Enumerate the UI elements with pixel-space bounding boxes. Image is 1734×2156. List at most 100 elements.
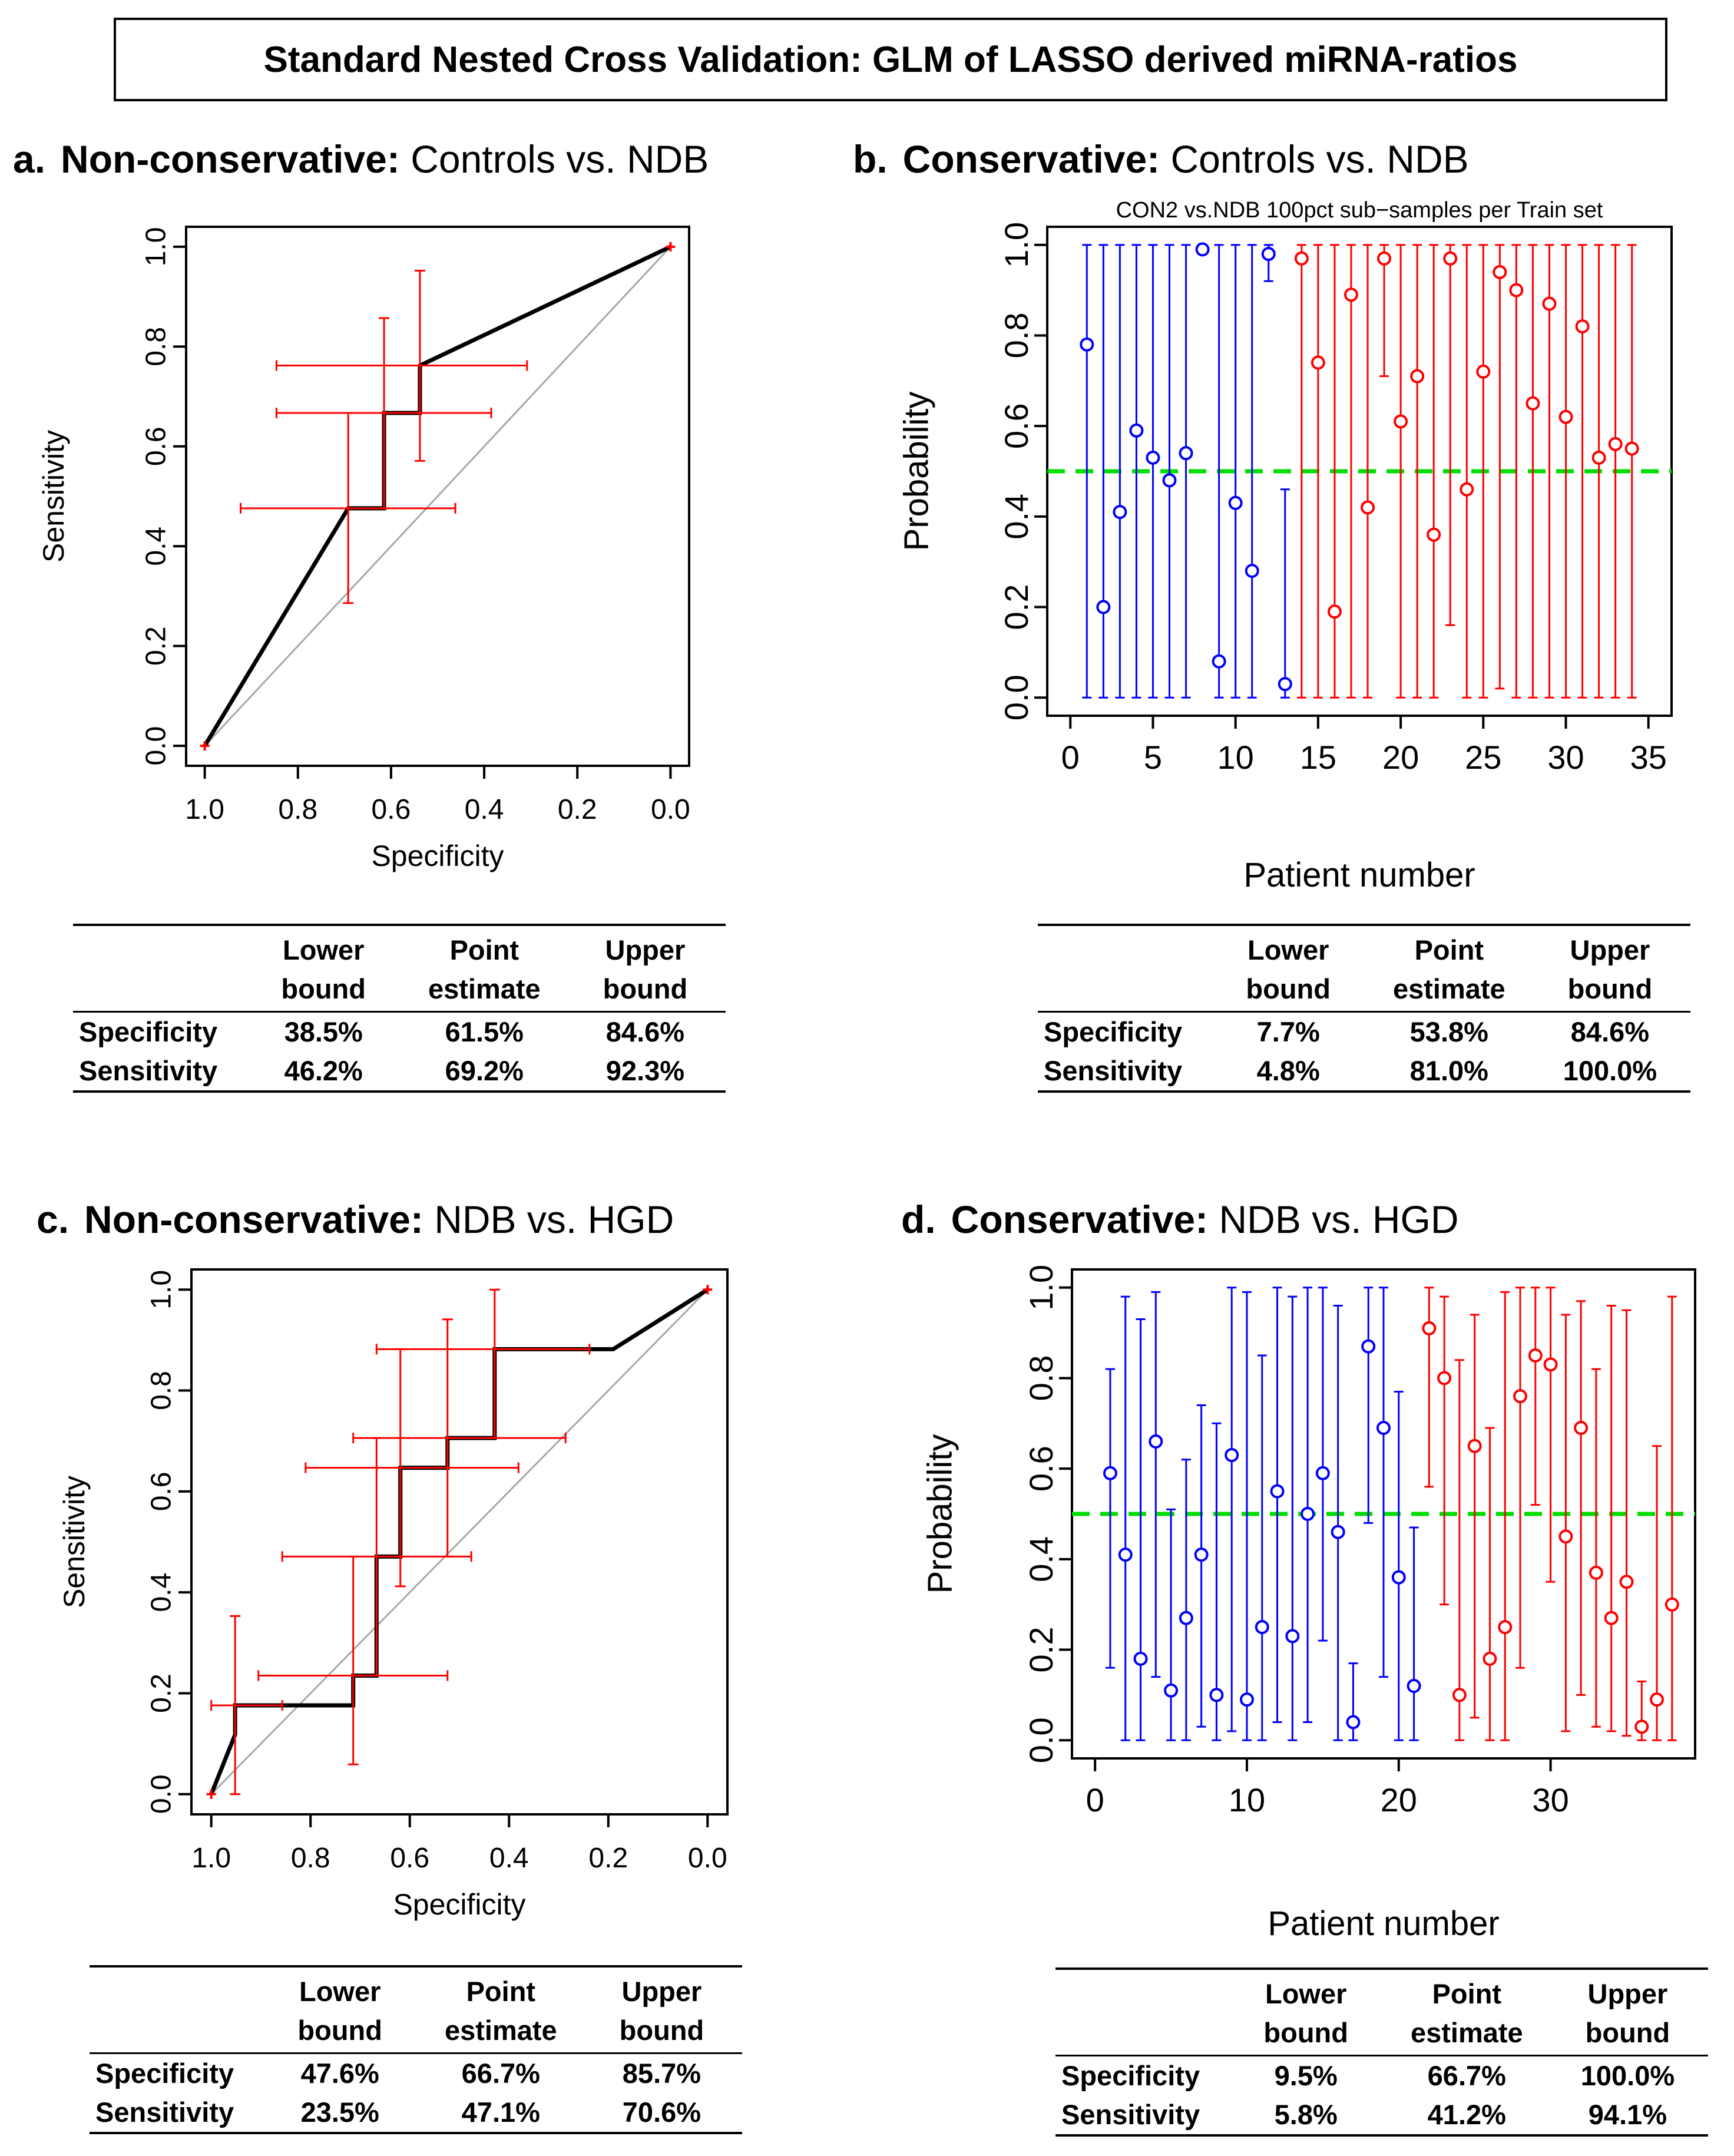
panel-a-rest: Controls vs. NDB xyxy=(399,137,709,181)
chart-b-series-0 xyxy=(1080,242,1292,699)
data-point xyxy=(1460,482,1474,497)
data-point xyxy=(1443,251,1458,266)
data-point xyxy=(1410,369,1425,383)
data-point xyxy=(1300,1507,1315,1521)
data-point xyxy=(1080,337,1094,352)
data-point xyxy=(1513,1389,1528,1404)
chart-c-diagonal xyxy=(210,1289,709,1795)
table-b-cell-1-1: 4.8% xyxy=(1256,1055,1320,1086)
chart-a-ytick-label: 0.2 xyxy=(141,626,172,666)
chart-b-xtick-label: 5 xyxy=(1144,739,1162,776)
data-point xyxy=(1608,437,1623,451)
table-a-cell-1-1: 46.2% xyxy=(284,1055,363,1086)
chart-c-frame xyxy=(190,1268,729,1816)
data-point xyxy=(1427,527,1441,542)
data-point xyxy=(1346,1715,1361,1730)
data-point xyxy=(1558,409,1573,424)
data-point xyxy=(1452,1688,1467,1702)
data-point xyxy=(1146,450,1160,465)
data-point xyxy=(1528,1348,1543,1363)
chart-c-xtick-label: 0.2 xyxy=(588,1843,628,1874)
data-point xyxy=(1604,1611,1619,1625)
table-a-cell-1-2: 69.2% xyxy=(445,1055,524,1086)
table-c-cell-1-1: 23.5% xyxy=(300,2097,379,2128)
data-point xyxy=(1624,441,1639,456)
data-point xyxy=(1376,1420,1391,1435)
data-point xyxy=(1179,1611,1193,1625)
data-point xyxy=(1239,1692,1254,1707)
data-point xyxy=(1394,414,1408,429)
table-b-cell-0-2: 53.8% xyxy=(1409,1016,1488,1047)
data-point xyxy=(1294,251,1309,266)
panel-c-heading: c. Non-conservative: NDB vs. HGD xyxy=(37,1197,674,1242)
data-point xyxy=(1162,473,1177,488)
table-b-header-0 xyxy=(1038,925,1208,1012)
chart-a-diagonal xyxy=(204,246,671,747)
chart-c-xtick-label: 0.6 xyxy=(390,1843,429,1874)
chart-a-xtick-label: 0.2 xyxy=(558,794,597,825)
chart-b-xtick-label: 20 xyxy=(1382,739,1419,776)
panel-c-bold: Non-conservative: xyxy=(84,1198,423,1241)
chart-c-ytick-label: 0.4 xyxy=(146,1573,177,1612)
panel-c-letter: c. xyxy=(37,1198,70,1241)
table-a-header-1-line-1: bound xyxy=(281,973,366,1004)
data-point xyxy=(1194,1547,1209,1562)
data-point xyxy=(1270,1484,1285,1499)
data-point xyxy=(1476,364,1491,379)
chart-a-xtick-label: 0.8 xyxy=(278,794,317,825)
chart-b-xlabel: Patient number xyxy=(1243,856,1475,894)
chart-d-series-1 xyxy=(1422,1287,1679,1741)
table-c-header-1-line-0: Lower xyxy=(299,1976,381,2007)
data-point xyxy=(1331,1525,1345,1539)
chart-b-ytick-label: 0.4 xyxy=(998,494,1035,540)
chart-c-ytick-label: 0.2 xyxy=(146,1674,177,1713)
chart-c-endpoint-0 xyxy=(206,1789,216,1799)
chart-c-ytick-label: 0.6 xyxy=(146,1471,177,1511)
panel-a-bold: Non-conservative: xyxy=(61,137,400,181)
table-c-cell-1-2: 47.1% xyxy=(461,2097,540,2128)
data-point xyxy=(1103,1466,1117,1480)
data-point xyxy=(1245,564,1259,578)
data-point xyxy=(1467,1439,1482,1453)
data-point xyxy=(1179,446,1193,461)
chart-d-ytick-label: 0.8 xyxy=(1022,1355,1060,1401)
chart-b-ytick-label: 0.8 xyxy=(998,313,1035,359)
data-point xyxy=(1315,1466,1330,1480)
table-c-cell-0-3: 85.7% xyxy=(622,2058,701,2089)
panel-b-bold: Conservative: xyxy=(902,137,1160,181)
data-point xyxy=(1650,1692,1664,1707)
table-a-cell-0-3: 84.6% xyxy=(605,1016,685,1047)
data-point xyxy=(1255,1620,1269,1635)
data-point xyxy=(1164,1683,1179,1698)
chart-b-ylabel: Probability xyxy=(897,392,935,551)
table-d-cell-1-2: 41.2% xyxy=(1427,2099,1506,2130)
chart-b-ytick-label: 0.0 xyxy=(998,674,1035,720)
table-a-cell-1-3: 92.3% xyxy=(605,1055,685,1086)
chart-b-ytick-label: 0.6 xyxy=(998,403,1035,449)
table-a-header-2-line-0: Point xyxy=(449,934,519,965)
table-c-header-2: Point estimate xyxy=(421,1966,581,2054)
chart-c-ci-0 xyxy=(210,1615,283,1795)
chart-b-xtick-label: 35 xyxy=(1630,739,1667,776)
table-b-header-3-line-0: Upper xyxy=(1570,934,1650,965)
data-point xyxy=(1228,495,1243,510)
chart-a-xtick-label: 0.6 xyxy=(372,794,411,825)
table-b-cell-1-2: 81.0% xyxy=(1409,1055,1488,1086)
chart-b-title: CON2 vs.NDB 100pct sub−samples per Train… xyxy=(1116,198,1603,223)
table-c-header-3-line-1: bound xyxy=(619,2015,704,2046)
table-c-cell-0-2: 66.7% xyxy=(461,2058,540,2089)
data-point xyxy=(1129,423,1144,438)
data-point xyxy=(1498,1620,1513,1635)
data-point xyxy=(1327,604,1342,619)
chart-a-ytick-label: 1.0 xyxy=(141,227,172,267)
table-a-cell-0-2: 61.5% xyxy=(445,1016,524,1047)
chart-c-endpoint-1 xyxy=(703,1285,713,1295)
chart-c-ci-5 xyxy=(375,1288,591,1439)
chart-b-xtick-label: 0 xyxy=(1061,739,1080,776)
table-row: Specificity 38.5% 61.5% 84.6% xyxy=(73,1012,726,1052)
table-a-cell-0-1: 38.5% xyxy=(284,1016,363,1047)
panel-b-letter: b. xyxy=(853,137,888,181)
chart-c-ci-4 xyxy=(352,1318,567,1558)
chart-b-xtick-label: 25 xyxy=(1465,739,1501,776)
